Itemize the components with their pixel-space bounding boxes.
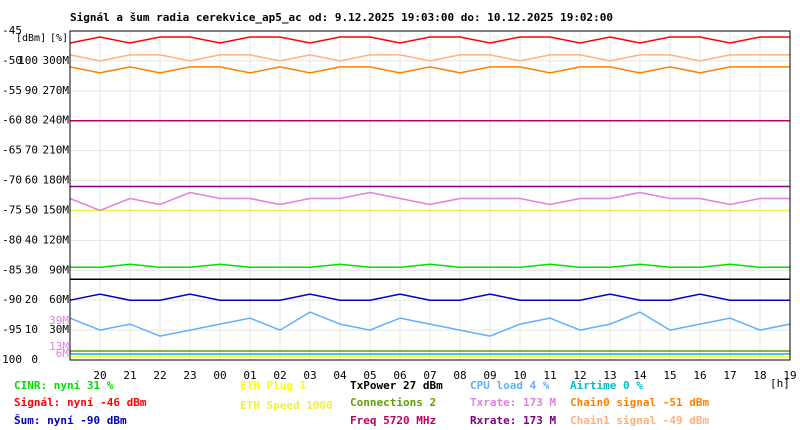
y-tick-label: -95 [2, 323, 22, 336]
x-tick-label: 05 [363, 369, 376, 382]
y2-tick-label: 30 [25, 263, 38, 276]
x-tick-label: 00 [213, 369, 226, 382]
y3-tick-label: 6M [56, 347, 70, 360]
legend-entry: Txrate: 173 M [470, 396, 556, 409]
y-tick-label: -65 [2, 144, 22, 157]
y3-tick-label: 120M [43, 233, 70, 246]
y-tick-label: -50 [2, 54, 22, 67]
chart-title: Signál a šum radia cerekvice_ap5_ac od: … [70, 11, 613, 24]
legend-entry: Chain0 signal -51 dBm [570, 396, 709, 409]
y2-tick-label: 40 [25, 233, 38, 246]
y3-tick-label: 210M [43, 144, 70, 157]
y2-axis-label: [%] [50, 33, 68, 44]
y2-tick-label: 50 [25, 203, 38, 216]
x-tick-label: 22 [153, 369, 166, 382]
series-line [69, 191, 790, 212]
x-tick-label: 03 [303, 369, 316, 382]
x-tick-label: 08 [453, 369, 466, 382]
y3-tick-label: 240M [43, 114, 70, 127]
x-tick-label: 17 [723, 369, 736, 382]
plot-border [69, 30, 791, 361]
legend-entry: Šum: nyní -90 dBm [14, 414, 127, 427]
legend-entry: Connections 2 [350, 396, 436, 409]
y-tick-label: -80 [2, 233, 22, 246]
x-tick-label: 10 [513, 369, 526, 382]
x-tick-label: 02 [273, 369, 286, 382]
series-line [69, 293, 790, 301]
y3-tick-label: 90M [49, 263, 69, 276]
x-tick-label: 04 [333, 369, 347, 382]
y-tick-label: -100 [0, 353, 22, 366]
x-tick-label: 09 [483, 369, 496, 382]
legend-entry: CINR: nyní 31 % [14, 379, 114, 392]
x-tick-label: 20 [93, 369, 106, 382]
y3-tick-label: 13M [49, 340, 69, 353]
y-tick-label: -75 [2, 203, 22, 216]
series-line [69, 54, 790, 62]
x-tick-label: 23 [183, 369, 196, 382]
y3-tick-label: 39M [49, 314, 69, 327]
x-tick-label: 01 [243, 369, 256, 382]
y3-tick-label: 270M [43, 84, 70, 97]
legend-entry: ETH Plug 1 [240, 379, 307, 392]
legend-entry: ETH Speed 1000 [240, 399, 333, 412]
legend-entry: Freq 5720 MHz [350, 414, 436, 427]
y-tick-label: -85 [2, 263, 22, 276]
x-tick-label: 15 [663, 369, 676, 382]
series-line [69, 311, 791, 337]
y3-tick-label: 180M [43, 174, 70, 187]
x-tick-label: 18 [753, 369, 766, 382]
x-axis-label: [h] [770, 377, 790, 390]
y2-tick-label: 10 [25, 323, 38, 336]
series-line [69, 66, 790, 74]
x-tick-label: 14 [633, 369, 647, 382]
y-tick-label: -55 [2, 84, 22, 97]
y3-tick-label: 300M [43, 54, 70, 67]
x-tick-label: 07 [423, 369, 436, 382]
y3-tick-label: 30M [49, 323, 69, 336]
y-tick-label: -70 [2, 174, 22, 187]
legend-entry: Signál: nyní -46 dBm [14, 396, 147, 409]
y-tick-label: -45 [2, 24, 22, 37]
x-tick-label: 19 [783, 369, 796, 382]
y2-tick-label: 20 [25, 293, 38, 306]
x-tick-label: 13 [603, 369, 616, 382]
y2-tick-label: 80 [25, 114, 38, 127]
series-line [70, 263, 790, 269]
x-tick-label: 16 [693, 369, 706, 382]
y2-tick-label: 60 [25, 174, 38, 187]
x-tick-label: 21 [123, 369, 136, 382]
legend-entry: Chain1 signal -49 dBm [570, 414, 709, 427]
y2-tick-label: 100 [18, 54, 38, 67]
y-tick-label: -60 [2, 114, 22, 127]
y2-tick-label: 70 [25, 144, 38, 157]
legend-entry: CPU load 4 % [470, 379, 550, 392]
legend-entry: Airtime 0 % [570, 379, 643, 392]
x-tick-label: 11 [543, 369, 556, 382]
x-tick-label: 06 [393, 369, 406, 382]
series-line [69, 36, 790, 44]
legend-entry: TxPower 27 dBm [350, 379, 443, 392]
x-tick-label: 12 [573, 369, 586, 382]
y3-tick-label: 60M [49, 293, 69, 306]
y-tick-label: -90 [2, 293, 22, 306]
legend-entry: Rxrate: 173 M [470, 414, 556, 427]
y2-tick-label: 90 [25, 84, 38, 97]
y2-tick-label: 0 [31, 353, 38, 366]
y-axis-label: [dBm] [16, 33, 46, 44]
y3-tick-label: 150M [43, 203, 70, 216]
